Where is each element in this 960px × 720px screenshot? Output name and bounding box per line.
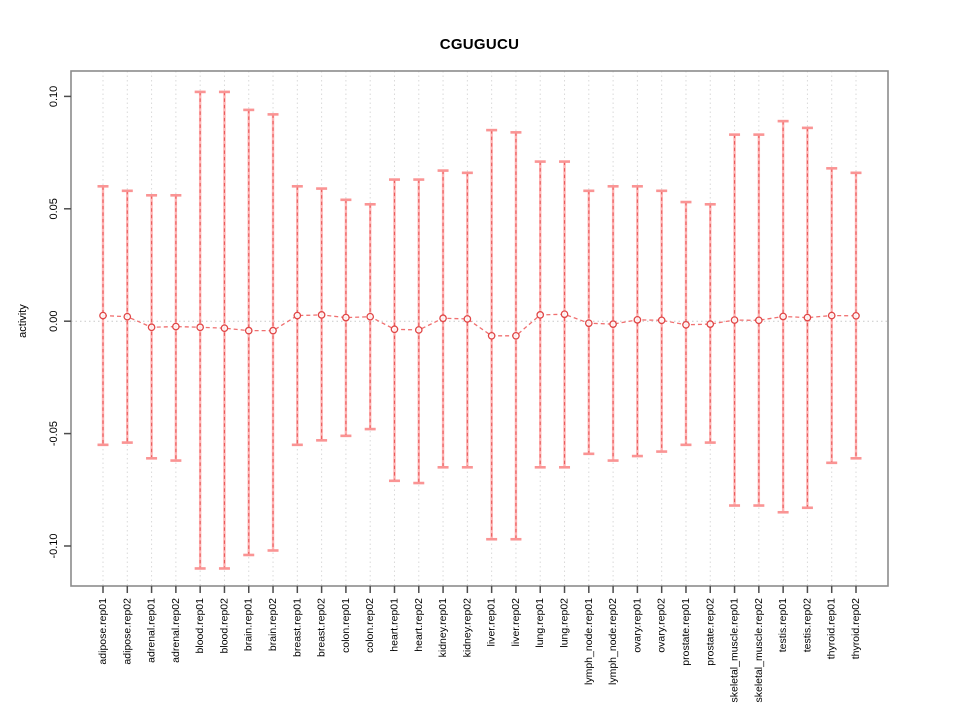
- x-tick-label: thyroid.rep01: [826, 598, 838, 659]
- data-point: [827, 311, 836, 320]
- data-point: [682, 320, 690, 329]
- x-tick-label: skeletal_muscle.rep02: [753, 598, 765, 703]
- data-point: [220, 324, 229, 333]
- x-tick-label: kidney.rep02: [461, 598, 473, 658]
- x-tick-label: brain.rep01: [243, 598, 255, 651]
- data-point: [706, 320, 715, 328]
- x-tick-label: breast.rep01: [291, 598, 303, 657]
- data-point: [584, 319, 593, 328]
- x-tick-label: ovary.rep01: [631, 598, 643, 653]
- data-point: [633, 315, 642, 324]
- data-point: [779, 312, 787, 321]
- x-tick-label: colon.rep02: [364, 598, 376, 653]
- x-tick-label: adrenal.rep02: [170, 598, 182, 663]
- x-tick-label: adipose.rep01: [97, 598, 109, 665]
- x-tick-label: prostate.rep01: [680, 598, 692, 666]
- data-point: [99, 311, 107, 320]
- data-point: [609, 320, 617, 328]
- data-point: [317, 311, 326, 319]
- x-tick-label: adipose.rep02: [121, 598, 133, 665]
- y-tick-label: 0.05: [48, 198, 60, 219]
- data-point: [657, 316, 666, 325]
- data-point: [754, 316, 763, 325]
- data-point: [172, 322, 180, 331]
- data-point: [463, 315, 472, 323]
- x-tick-label: adrenal.rep01: [146, 598, 158, 663]
- x-tick-label: brain.rep02: [267, 598, 279, 651]
- x-tick-label: breast.rep02: [316, 598, 328, 657]
- x-tick-label: prostate.rep02: [704, 598, 716, 666]
- x-tick-label: blood.rep02: [218, 598, 230, 654]
- x-tick-label: liver.rep02: [510, 598, 522, 647]
- data-point: [803, 313, 812, 322]
- y-tick-label: 0.00: [48, 310, 60, 331]
- data-point: [244, 326, 253, 335]
- x-tick-label: heart.rep02: [413, 598, 425, 652]
- data-point: [123, 312, 132, 321]
- data-point: [366, 312, 375, 321]
- x-tick-label: kidney.rep01: [437, 598, 449, 658]
- x-tick-label: lung.rep02: [559, 598, 571, 648]
- data-point: [512, 331, 520, 340]
- data-point: [536, 311, 545, 319]
- y-tick-label: -0.10: [48, 533, 60, 558]
- mean-line: [102, 313, 857, 337]
- data-point: [269, 326, 277, 335]
- y-tick-label: 0.10: [48, 86, 60, 107]
- chart-title: CGUGUCU: [439, 36, 520, 53]
- x-tick-label: testis.rep01: [777, 598, 789, 652]
- data-point: [293, 311, 302, 320]
- x-tick-label: thyroid.rep02: [850, 598, 862, 659]
- x-tick-label: lung.rep01: [534, 598, 546, 648]
- x-tick-label: colon.rep01: [340, 598, 352, 653]
- data-point: [390, 325, 399, 334]
- x-tick-label: liver.rep01: [486, 598, 498, 647]
- data-point: [730, 316, 739, 324]
- plot-border: [70, 70, 889, 587]
- data-point: [439, 314, 447, 323]
- x-tick-label: lymph_node.rep01: [583, 598, 595, 685]
- x-tick-label: blood.rep01: [194, 598, 206, 654]
- data-point: [852, 311, 860, 320]
- x-tick-label: ovary.rep02: [656, 598, 668, 653]
- x-tick-label: skeletal_muscle.rep01: [729, 598, 741, 703]
- data-point: [196, 323, 205, 332]
- x-tick-label: heart.rep01: [388, 598, 400, 652]
- x-tick-label: testis.rep02: [801, 598, 813, 652]
- data-point: [487, 331, 496, 340]
- data-point: [414, 326, 423, 334]
- data-point: [147, 323, 156, 332]
- data-point: [342, 313, 350, 322]
- x-tick-label: lymph_node.rep02: [607, 598, 619, 685]
- data-point: [560, 310, 569, 319]
- y-tick-label: -0.05: [48, 421, 60, 446]
